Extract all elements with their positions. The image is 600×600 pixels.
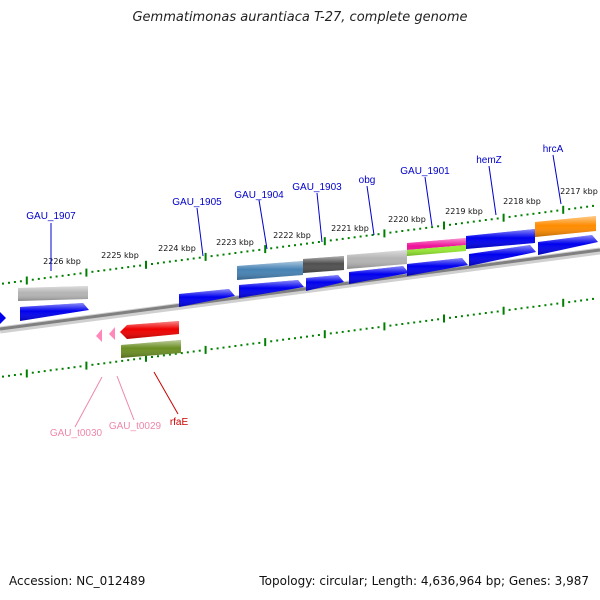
ruler-tick-label: 2217 kbp [560,187,598,196]
ruler-labels: 2226 kbp 2225 kbp 2224 kbp 2223 kbp 2222 kbp… [43,187,598,266]
ruler-lower [2,297,594,378]
ruler-tick-label: 2219 kbp [445,207,483,216]
ruler-tick-label: 2224 kbp [158,244,196,253]
label-gau-1907[interactable]: GAU_1907 [26,211,76,222]
label-leaders [50,154,562,428]
cds-row-forward [0,235,598,324]
label-rfae[interactable]: rfaE [170,417,189,428]
ruler-upper [2,204,594,285]
label-gau-1901[interactable]: GAU_1901 [400,166,450,177]
backbone [0,247,600,334]
label-gau-1905[interactable]: GAU_1905 [172,197,222,208]
label-obg[interactable]: obg [359,175,376,186]
accession-text: Accession: NC_012489 [9,574,146,588]
ruler-tick-label: 2220 kbp [388,215,426,224]
label-gau-1904[interactable]: GAU_1904 [234,190,284,201]
label-gau-t0029[interactable]: GAU_t0029 [109,421,162,432]
label-gau-1903[interactable]: GAU_1903 [292,182,342,193]
ruler-tick-label: 2222 kbp [273,231,311,240]
topology-text: Topology: circular; Length: 4,636,964 bp… [259,574,589,588]
label-hemz[interactable]: hemZ [476,155,502,166]
cds-row-reverse [96,321,181,358]
map-title: Gemmatimonas aurantiaca T-27, complete g… [132,10,468,25]
trna-arrow-gau-t0029[interactable] [109,327,115,340]
trna-arrow-gau-t0030[interactable] [96,329,102,342]
gene-labels: GAU_1907 GAU_1905 GAU_1904 GAU_1903 obg … [26,144,563,439]
ruler-tick-label: 2223 kbp [216,238,254,247]
ruler-tick-label: 2221 kbp [331,224,369,233]
label-gau-t0030[interactable]: GAU_t0030 [50,428,103,439]
label-hrca[interactable]: hrcA [543,144,564,155]
ruler-tick-label: 2226 kbp [43,257,81,266]
ruler-tick-label: 2218 kbp [503,197,541,206]
ruler-tick-label: 2225 kbp [101,251,139,260]
feature-row-upper [18,216,596,301]
cds-arrow-edge[interactable] [0,312,6,324]
